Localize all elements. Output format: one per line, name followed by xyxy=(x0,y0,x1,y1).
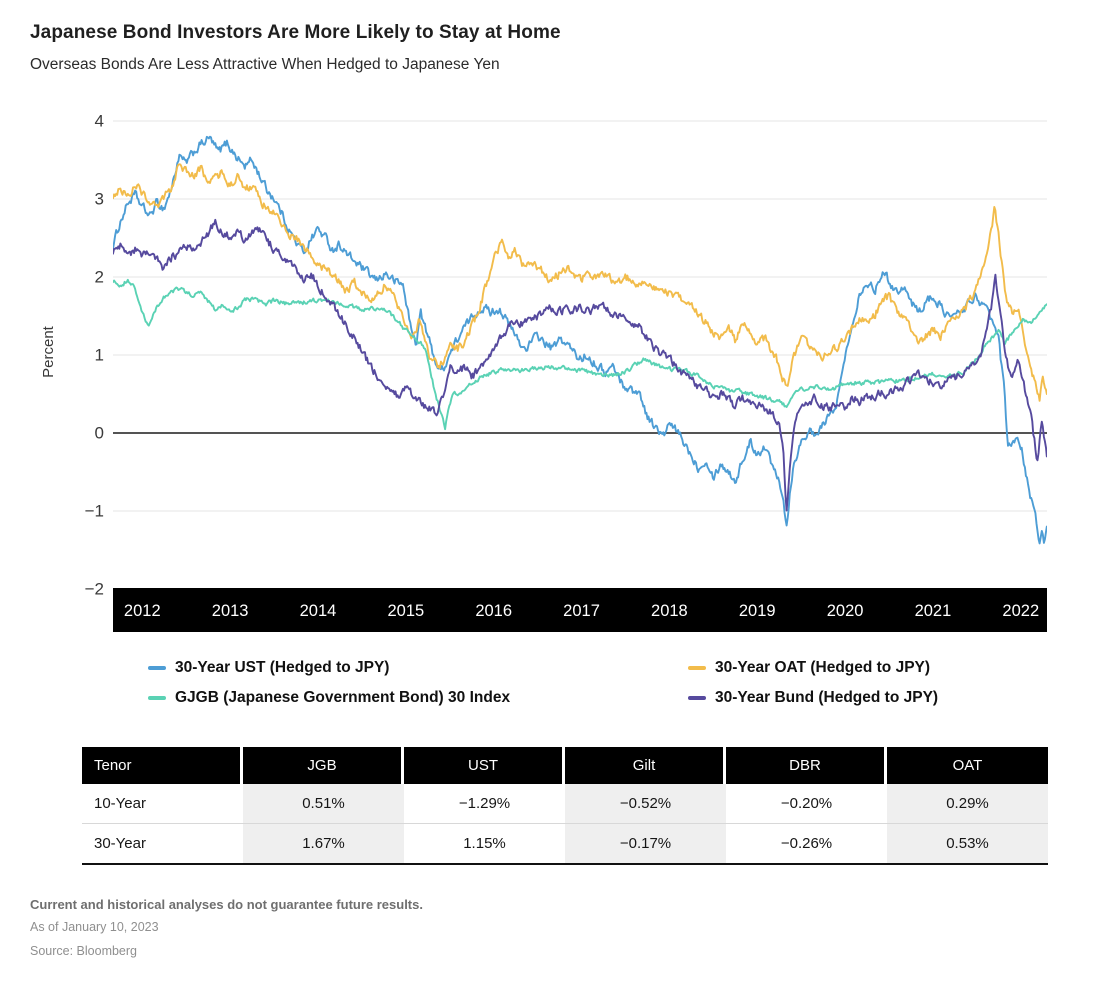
legend-swatch-icon xyxy=(688,666,706,670)
disclaimer-text: Current and historical analyses do not g… xyxy=(30,897,423,912)
legend-swatch-icon xyxy=(148,696,166,700)
series-line-oat xyxy=(113,163,1047,402)
legend-label: GJGB (Japanese Government Bond) 30 Index xyxy=(175,689,511,706)
table-cell: 1.15% xyxy=(463,835,506,852)
x-tick-label: 2016 xyxy=(475,602,512,620)
table-cell: 30-Year xyxy=(94,835,146,852)
series-line-ust xyxy=(113,135,1047,545)
table-cell: −1.29% xyxy=(458,795,511,812)
table-header-row: Tenor JGB UST Gilt DBR OAT xyxy=(82,747,1048,784)
table-cell: 0.51% xyxy=(243,784,404,823)
y-tick-label: 4 xyxy=(95,112,104,131)
x-tick-label: 2015 xyxy=(387,602,424,620)
y-tick-label: 0 xyxy=(95,424,104,443)
as-of-date: As of January 10, 2023 xyxy=(30,920,159,934)
table-cell: −0.20% xyxy=(780,795,833,812)
legend-swatch-icon xyxy=(148,666,166,670)
x-tick-label: 2013 xyxy=(212,602,249,620)
legend-swatch-icon xyxy=(688,696,706,700)
table-header-cell: Gilt xyxy=(565,747,726,784)
table-cell: 10-Year xyxy=(94,795,146,812)
legend-item: 30-Year UST (Hedged to JPY) xyxy=(148,658,389,678)
page-title: Japanese Bond Investors Are More Likely … xyxy=(30,22,561,43)
table-cell: 0.29% xyxy=(887,784,1048,823)
table-header-cell: OAT xyxy=(887,747,1048,784)
page-subtitle: Overseas Bonds Are Less Attractive When … xyxy=(30,56,500,73)
table-cell: −0.26% xyxy=(780,835,833,852)
series-line-bund xyxy=(113,218,1047,512)
table-row: 10-Year 0.51% −1.29% −0.52% −0.20% 0.29% xyxy=(82,784,1048,823)
legend-item: GJGB (Japanese Government Bond) 30 Index xyxy=(148,688,510,708)
table-header-cell: JGB xyxy=(243,747,404,784)
x-tick-label: 2012 xyxy=(124,602,161,620)
table-cell: −0.52% xyxy=(565,784,726,823)
legend-item: 30-Year OAT (Hedged to JPY) xyxy=(688,658,930,678)
x-tick-label: 2021 xyxy=(915,602,952,620)
table-cell: −0.17% xyxy=(565,824,726,863)
x-axis-band xyxy=(113,588,1047,632)
y-axis-title: Percent xyxy=(40,325,57,378)
series-line-gjgb xyxy=(113,278,1047,431)
legend-label: 30-Year UST (Hedged to JPY) xyxy=(175,659,390,676)
legend-label: 30-Year OAT (Hedged to JPY) xyxy=(715,659,931,676)
x-tick-label: 2019 xyxy=(739,602,776,620)
x-tick-label: 2017 xyxy=(563,602,600,620)
yield-table: Tenor JGB UST Gilt DBR OAT 10-Year 0.51% −1.29% −… xyxy=(82,747,1048,865)
x-tick-label: 2022 xyxy=(1002,602,1039,620)
y-tick-label: 1 xyxy=(95,346,104,365)
table-cell: 1.67% xyxy=(243,824,404,863)
line-chart: 2012 2013 2014 2015 2016 2017 2018 2019 2020 2021… xyxy=(40,112,1047,632)
y-tick-label: −1 xyxy=(85,502,104,521)
table-header-cell: DBR xyxy=(726,747,887,784)
y-tick-label: −2 xyxy=(85,580,104,599)
x-tick-label: 2020 xyxy=(827,602,864,620)
table-header-cell: Tenor xyxy=(82,747,243,784)
x-tick-label: 2018 xyxy=(651,602,688,620)
legend-label: 30-Year Bund (Hedged to JPY) xyxy=(715,689,939,706)
x-tick-label: 2014 xyxy=(300,602,337,620)
y-tick-label: 3 xyxy=(95,190,104,209)
legend-item: 30-Year Bund (Hedged to JPY) xyxy=(688,688,938,708)
y-tick-label: 2 xyxy=(95,268,104,287)
table-row: 30-Year 1.67% 1.15% −0.17% −0.26% 0.53% xyxy=(82,823,1048,865)
table-cell: 0.53% xyxy=(887,824,1048,863)
source-text: Source: Bloomberg xyxy=(30,944,138,958)
table-header-cell: UST xyxy=(404,747,565,784)
